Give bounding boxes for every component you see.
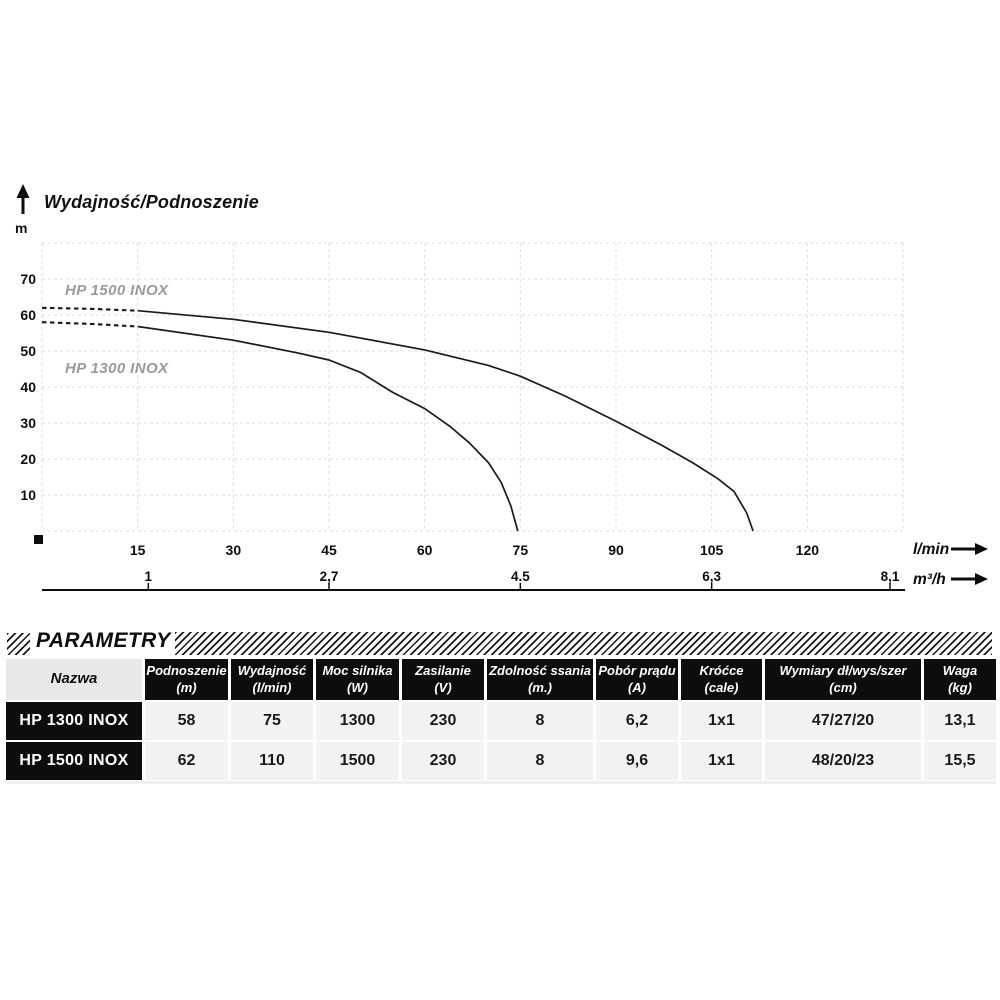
column-header-zasilanie: Zasilanie (V) (402, 659, 484, 700)
pump-curve-chart: 10 20 30 40 50 60 70 15 30 45 60 75 90 105 120 1 2,7 4.5 6… (16, 184, 988, 591)
column-header-nazwa: Nazwa (6, 659, 142, 700)
column-header-wymiary-d-wys-szer: Wymiary dł/wys/szer (cm) (765, 659, 921, 700)
table-cell-hp-1500-inox-podnoszenie: 62 (145, 742, 228, 780)
table-cell-hp-1500-inox-zasilanie: 230 (402, 742, 484, 780)
y-tick-label: 60 (20, 307, 36, 323)
table-cell-hp-1500-inox-wydajno: 110 (231, 742, 313, 780)
y-tick-label: 50 (20, 343, 36, 359)
curve-label-hp-1500-inox: HP 1500 INOX (65, 282, 169, 299)
column-header-waga: Waga (kg) (924, 659, 996, 700)
column-header-label: Wymiary dł/wys/szer (779, 663, 907, 679)
y-tick-label: 70 (20, 271, 36, 287)
table-cell-hp-1300-inox-podnoszenie: 58 (145, 702, 228, 740)
up-arrow-head-icon (16, 184, 30, 198)
right-arrow-head-icon (975, 543, 988, 555)
column-header-unit: (l/min) (252, 679, 292, 695)
y-axis-unit-label: m (15, 220, 28, 236)
column-header-label: Moc silnika (322, 663, 393, 679)
secondary-tick-label: 8,1 (881, 569, 900, 584)
x-tick-label: 90 (608, 542, 624, 558)
table-cell-hp-1300-inox-kr-ce: 1x1 (681, 702, 762, 740)
x-tick-label: 105 (700, 542, 724, 558)
column-header-kr-ce: Króćce (cale) (681, 659, 762, 700)
column-header-unit: (cale) (704, 679, 739, 695)
curve-dashed-hp-1500 (41, 306, 138, 312)
column-header-label: Zasilanie (415, 663, 471, 679)
column-header-label: Waga (942, 663, 978, 679)
origin-marker (34, 535, 43, 544)
column-header-label: Podnoszenie (146, 663, 227, 679)
curve-label-hp-1300-inox: HP 1300 INOX (65, 360, 169, 377)
hatch-decoration-left (7, 633, 30, 655)
curve-solid-hp-1500 (137, 309, 754, 532)
column-header-zdolno-ssania: Zdolność ssania (m.) (487, 659, 593, 700)
curve-solid-hp-1300 (137, 325, 519, 532)
column-header-label: Pobór prądu (598, 663, 676, 679)
column-header-unit: (A) (627, 679, 647, 695)
x-axis-unit-secondary: m³/h (913, 571, 946, 588)
x-tick-label: 60 (417, 542, 433, 558)
x-tick-label: 75 (513, 542, 529, 558)
column-header-podnoszenie: Podnoszenie (m) (145, 659, 228, 700)
x-tick-label: 120 (796, 542, 820, 558)
x-tick-label: 15 (130, 542, 146, 558)
column-header-wydajno: Wydajność (l/min) (231, 659, 313, 700)
y-tick-label: 30 (20, 415, 36, 431)
column-header-label: Nazwa (50, 670, 98, 688)
table-cell-hp-1500-inox-zdolno-ssania: 8 (487, 742, 593, 780)
column-header-moc-silnika: Moc silnika (W) (316, 659, 399, 700)
row-name-hp-1300-inox: HP 1300 INOX (6, 702, 142, 740)
x-tick-label: 30 (226, 542, 242, 558)
table-cell-hp-1500-inox-moc-silnika: 1500 (316, 742, 399, 780)
y-tick-label: 20 (20, 451, 36, 467)
column-header-label: Króćce (699, 663, 744, 679)
column-header-unit: (cm) (829, 679, 857, 695)
row-name-hp-1500-inox: HP 1500 INOX (6, 742, 142, 780)
column-header-unit: (kg) (948, 679, 972, 695)
secondary-tick-label: 1 (145, 569, 153, 584)
table-cell-hp-1300-inox-zasilanie: 230 (402, 702, 484, 740)
table-cell-hp-1500-inox-waga: 15,5 (924, 742, 996, 780)
column-header-unit: (m.) (528, 679, 552, 695)
table-cell-hp-1500-inox-wymiary-d-wys-szer: 48/20/23 (765, 742, 921, 780)
column-header-unit: (W) (347, 679, 368, 695)
table-cell-hp-1300-inox-wydajno: 75 (231, 702, 313, 740)
y-tick-label: 40 (20, 379, 36, 395)
hatch-decoration-right (175, 632, 992, 655)
table-cell-hp-1300-inox-wymiary-d-wys-szer: 47/27/20 (765, 702, 921, 740)
parameters-table: Nazwa Podnoszenie (m) Wydajność (l/min) Moc s… (6, 659, 996, 784)
parameters-section-title: PARAMETRY (36, 629, 171, 652)
column-header-pob-r-pr-du: Pobór prądu (A) (596, 659, 678, 700)
table-cell-hp-1300-inox-waga: 13,1 (924, 702, 996, 740)
x-axis-unit-primary: l/min (913, 541, 949, 558)
table-cell-hp-1300-inox-zdolno-ssania: 8 (487, 702, 593, 740)
right-arrow-head-icon (975, 573, 988, 585)
table-cell-hp-1300-inox-pob-r-pr-du: 6,2 (596, 702, 678, 740)
column-header-label: Zdolność ssania (489, 663, 591, 679)
secondary-tick-label: 2,7 (320, 569, 339, 584)
table-cell-hp-1300-inox-moc-silnika: 1300 (316, 702, 399, 740)
column-header-unit: (m) (176, 679, 197, 695)
column-header-label: Wydajność (237, 663, 307, 679)
secondary-tick-label: 6,3 (702, 569, 721, 584)
x-tick-label: 45 (321, 542, 337, 558)
secondary-tick-label: 4.5 (511, 569, 530, 584)
table-cell-hp-1500-inox-pob-r-pr-du: 9,6 (596, 742, 678, 780)
curve-dashed-hp-1300 (41, 321, 138, 328)
chart-title: Wydajność/Podnoszenie (44, 192, 259, 212)
y-tick-label: 10 (20, 487, 36, 503)
table-cell-hp-1500-inox-kr-ce: 1x1 (681, 742, 762, 780)
column-header-unit: (V) (434, 679, 452, 695)
